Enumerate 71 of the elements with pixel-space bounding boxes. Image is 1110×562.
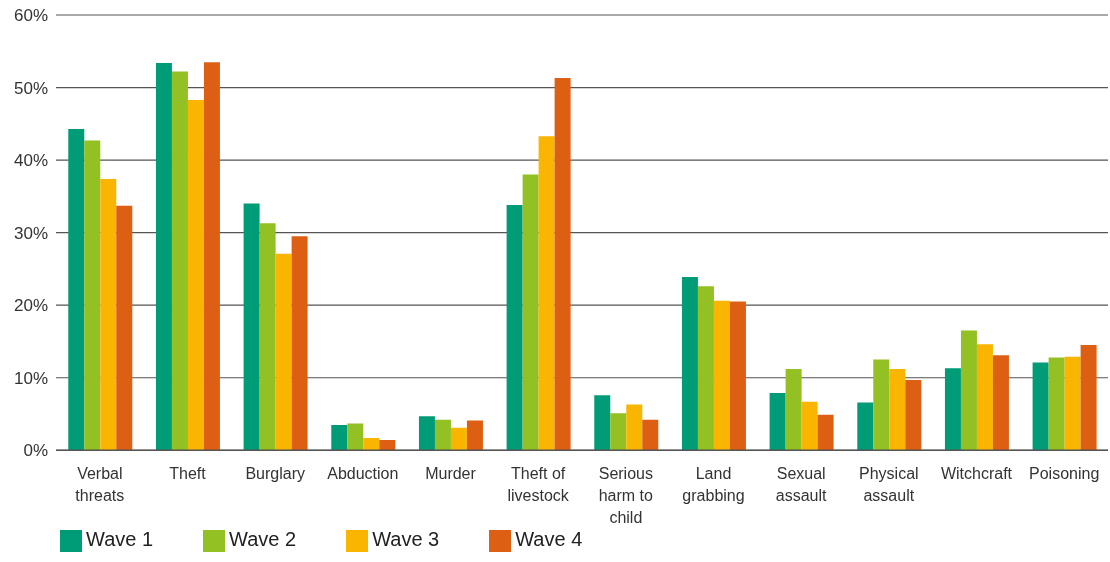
bar [291, 236, 308, 451]
bar [992, 355, 1009, 451]
bar [713, 300, 730, 451]
bar [817, 414, 834, 451]
bar [873, 359, 890, 451]
bar [171, 71, 188, 451]
x-tick-label: Witchcraft [940, 464, 1013, 482]
bar [68, 128, 85, 451]
x-tick-label: Verbal threats [75, 464, 125, 505]
bar [203, 62, 220, 451]
bar [379, 440, 396, 451]
bar [275, 253, 292, 451]
y-tick-label: 40% [13, 151, 48, 171]
bar [506, 205, 523, 451]
x-tick-label: Poisoning [1029, 464, 1100, 482]
bar [594, 395, 611, 451]
y-tick-label: 20% [13, 296, 48, 316]
legend-label: Wave 4 [515, 528, 583, 551]
bar [363, 437, 380, 451]
bar [785, 369, 802, 451]
bar [960, 330, 977, 451]
legend-label: Wave 1 [86, 528, 154, 551]
bar [1032, 362, 1049, 451]
x-tick-label: Abduction [327, 464, 399, 482]
bar [522, 174, 539, 451]
bar [450, 427, 467, 451]
y-tick-label: 10% [13, 368, 48, 388]
x-tick-label: Sexual assault [775, 464, 828, 505]
bar [434, 419, 451, 451]
x-tick-label: Serious harm to child [598, 464, 654, 527]
legend-label: Wave 3 [372, 528, 440, 551]
y-tick-label: 30% [13, 223, 48, 243]
bar [155, 62, 172, 451]
bar [554, 78, 571, 451]
bar [187, 99, 204, 451]
bar [626, 404, 643, 451]
bar [1048, 357, 1065, 451]
bar [857, 402, 874, 451]
legend-label: Wave 2 [229, 528, 297, 551]
x-tick-label: Theft [169, 464, 207, 482]
bar [889, 369, 906, 451]
bar [331, 424, 348, 451]
x-tick-label: Land grabbing [682, 464, 745, 505]
x-tick-label: Murder [425, 464, 477, 482]
bar [347, 423, 364, 451]
bar [100, 178, 117, 451]
bar [729, 301, 746, 451]
bar [642, 419, 659, 451]
bar [538, 136, 555, 451]
bar [84, 140, 101, 451]
bar [681, 276, 698, 451]
x-tick-label: Theft of livestock [507, 464, 570, 505]
bar [801, 401, 818, 451]
bar [466, 420, 483, 451]
x-tick-label: Burglary [245, 464, 305, 482]
bar [976, 344, 993, 451]
bar [905, 379, 922, 451]
x-tick-label: Physical assault [859, 464, 919, 505]
bar [418, 416, 435, 451]
bar [769, 392, 786, 451]
y-tick-label: 0% [23, 441, 48, 461]
bar [697, 286, 714, 451]
bar [1080, 345, 1097, 451]
bar [944, 368, 961, 451]
bar [243, 203, 260, 451]
y-tick-label: 50% [13, 78, 48, 98]
bar [610, 413, 627, 451]
bar [259, 223, 276, 451]
bar [116, 205, 133, 451]
y-tick-label: 60% [13, 6, 48, 26]
bar [1064, 356, 1081, 451]
